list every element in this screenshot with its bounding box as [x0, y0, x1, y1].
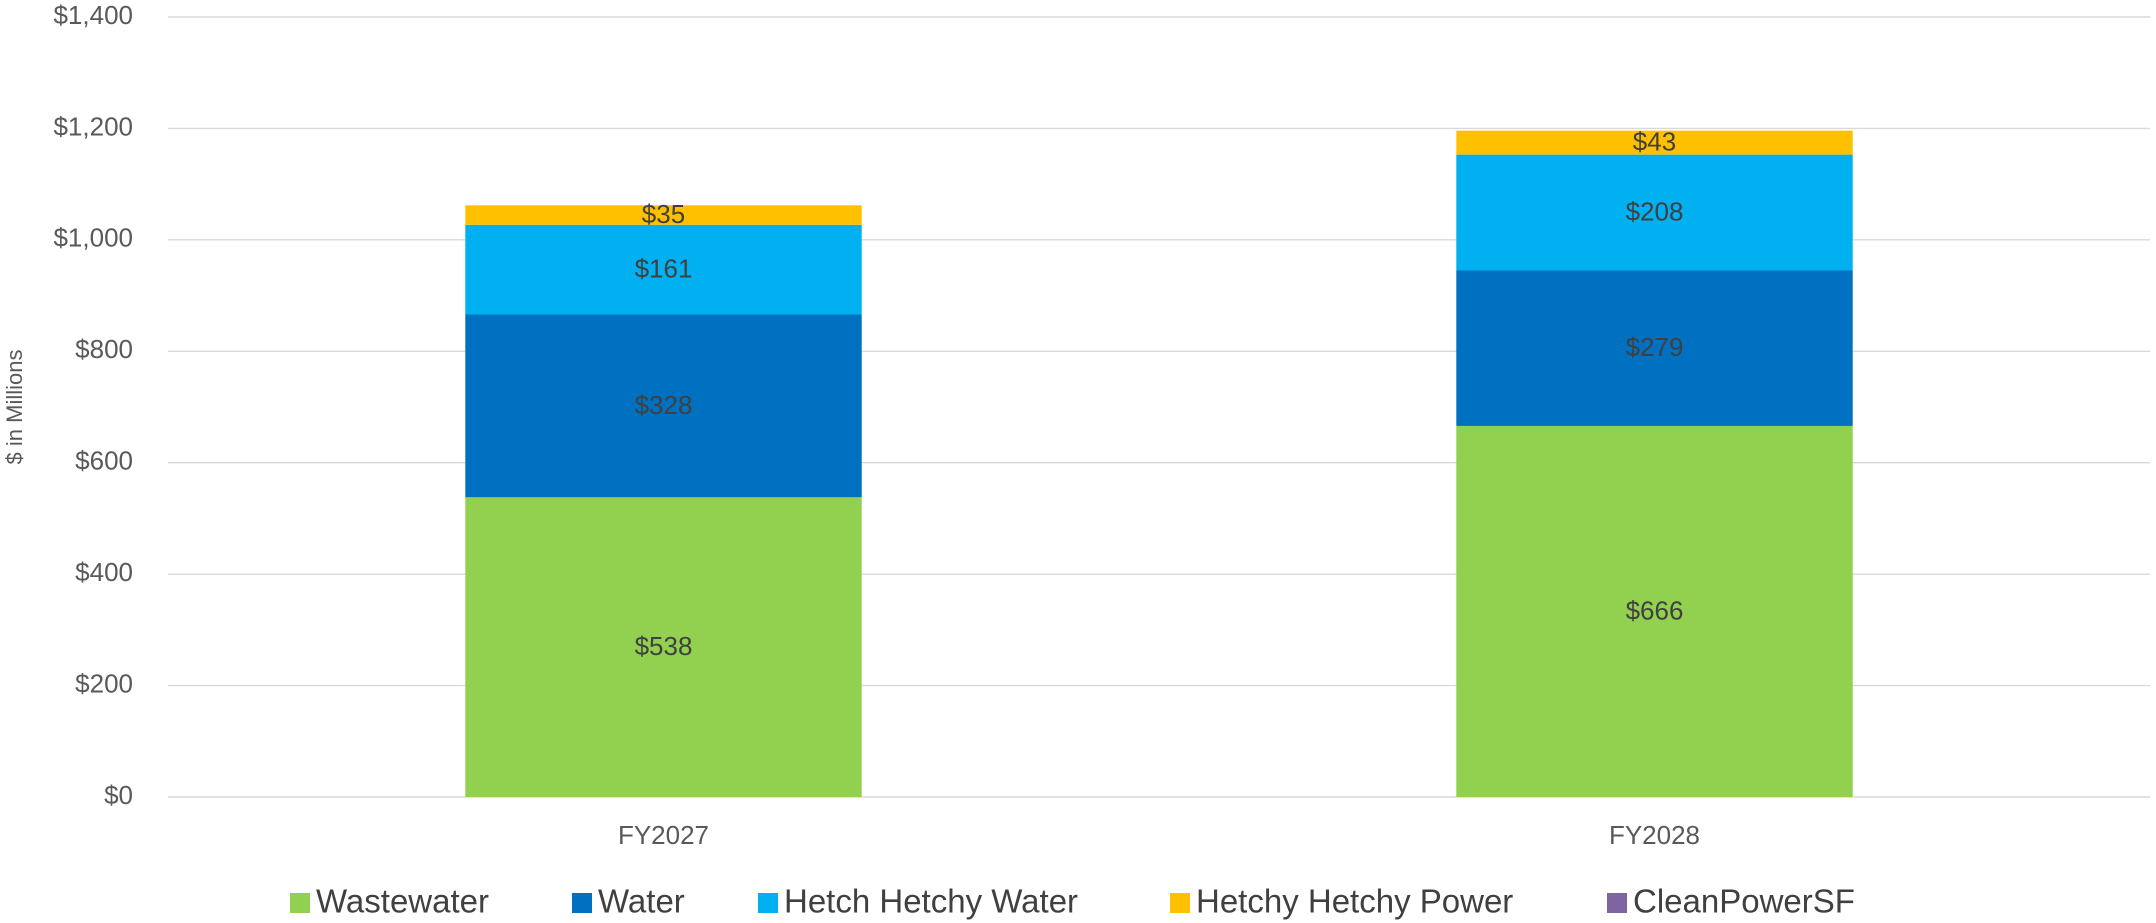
data-label: $666: [1626, 595, 1684, 625]
bar-segment: [1456, 270, 1853, 426]
bar-segment: [1456, 154, 1853, 271]
y-tick-label: $1,000: [53, 223, 133, 253]
legend-label: Water: [598, 883, 685, 920]
data-label: $328: [635, 390, 693, 420]
legend-label: Hetch Hetchy Water: [784, 883, 1078, 920]
bar-segment: [465, 224, 862, 315]
legend-label: CleanPowerSF: [1633, 883, 1855, 920]
y-tick-label: $800: [75, 334, 133, 364]
legend-label: Hetchy Hetchy Power: [1196, 883, 1513, 920]
data-label: $161: [635, 254, 693, 284]
legend-swatch: [290, 893, 310, 913]
data-label: $43: [1633, 127, 1676, 157]
legend-swatch: [1607, 893, 1627, 913]
legend-label: Wastewater: [316, 883, 489, 920]
data-label: $208: [1626, 196, 1684, 226]
data-label: $279: [1626, 332, 1684, 362]
y-tick-label: $0: [104, 780, 133, 810]
x-tick-label: FY2028: [1609, 820, 1700, 850]
y-axis-label: $ in Millions: [2, 350, 27, 465]
bar-segment: [465, 314, 862, 498]
y-tick-label: $600: [75, 446, 133, 476]
bar-segment: [465, 497, 862, 797]
y-tick-label: $1,400: [53, 0, 133, 30]
bar-segment: [1456, 425, 1853, 797]
y-tick-label: $1,200: [53, 111, 133, 141]
bar-segment: [465, 205, 862, 225]
y-tick-label: $400: [75, 557, 133, 587]
data-label: $538: [635, 631, 693, 661]
x-tick-label: FY2027: [618, 820, 709, 850]
legend-swatch: [572, 893, 592, 913]
legend-swatch: [1170, 893, 1190, 913]
bar-segment: [1456, 130, 1853, 155]
legend-swatch: [758, 893, 778, 913]
y-tick-label: $200: [75, 668, 133, 698]
data-label: $35: [642, 199, 685, 229]
